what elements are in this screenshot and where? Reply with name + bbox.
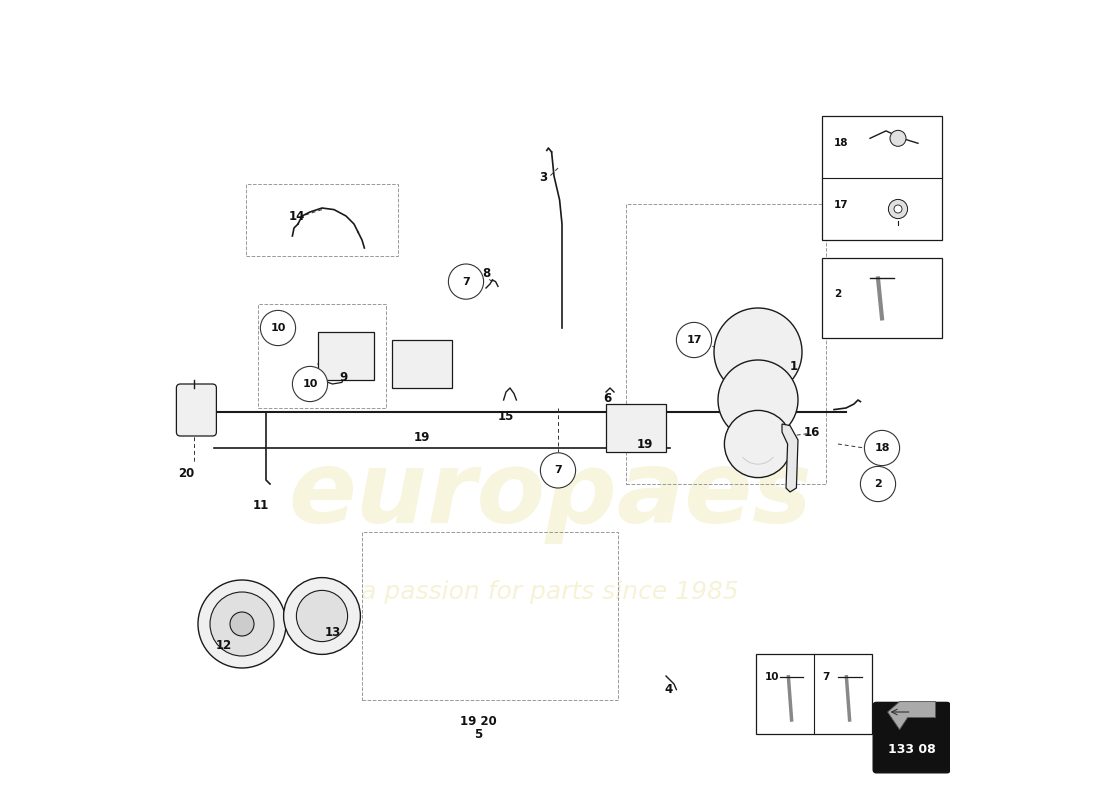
Circle shape bbox=[198, 580, 286, 668]
Text: a passion for parts since 1985: a passion for parts since 1985 bbox=[361, 580, 739, 604]
Circle shape bbox=[865, 430, 900, 466]
Circle shape bbox=[725, 410, 792, 478]
FancyBboxPatch shape bbox=[176, 384, 217, 436]
Text: 6: 6 bbox=[604, 392, 612, 405]
FancyBboxPatch shape bbox=[318, 332, 374, 380]
Circle shape bbox=[860, 466, 895, 502]
Text: 17: 17 bbox=[834, 200, 848, 210]
FancyBboxPatch shape bbox=[822, 116, 942, 240]
FancyBboxPatch shape bbox=[393, 340, 452, 388]
Text: 7: 7 bbox=[823, 672, 829, 682]
Circle shape bbox=[714, 308, 802, 396]
Text: 10: 10 bbox=[764, 672, 779, 682]
Polygon shape bbox=[782, 424, 797, 492]
Circle shape bbox=[284, 578, 361, 654]
Text: 1: 1 bbox=[790, 360, 799, 373]
Text: 18: 18 bbox=[834, 138, 848, 148]
Polygon shape bbox=[888, 702, 936, 730]
FancyBboxPatch shape bbox=[606, 404, 666, 452]
Text: 14: 14 bbox=[288, 210, 305, 222]
FancyBboxPatch shape bbox=[822, 258, 942, 338]
FancyBboxPatch shape bbox=[873, 702, 950, 773]
Text: 19: 19 bbox=[636, 438, 652, 450]
Text: 16: 16 bbox=[803, 426, 820, 438]
Text: 3: 3 bbox=[539, 171, 548, 184]
Text: 133 08: 133 08 bbox=[888, 742, 935, 756]
Text: 12: 12 bbox=[216, 639, 232, 652]
Text: 18: 18 bbox=[874, 443, 890, 453]
Text: 20: 20 bbox=[178, 467, 194, 480]
Circle shape bbox=[296, 590, 348, 642]
Text: 5: 5 bbox=[474, 728, 482, 741]
Circle shape bbox=[890, 130, 906, 146]
Text: 19 20: 19 20 bbox=[460, 715, 496, 728]
Text: 2: 2 bbox=[834, 290, 842, 299]
Text: 10: 10 bbox=[271, 323, 286, 333]
Text: 19: 19 bbox=[414, 431, 430, 444]
FancyBboxPatch shape bbox=[757, 654, 872, 734]
Circle shape bbox=[210, 592, 274, 656]
Text: 4: 4 bbox=[664, 683, 672, 696]
Text: 13: 13 bbox=[324, 626, 341, 638]
Text: 2: 2 bbox=[874, 479, 882, 489]
Text: 17: 17 bbox=[686, 335, 702, 345]
Text: europaes: europaes bbox=[288, 447, 812, 545]
Text: 7: 7 bbox=[554, 466, 562, 475]
Circle shape bbox=[718, 360, 798, 440]
Circle shape bbox=[889, 199, 908, 218]
Circle shape bbox=[449, 264, 484, 299]
Text: 8: 8 bbox=[482, 267, 491, 280]
Circle shape bbox=[261, 310, 296, 346]
Text: 10: 10 bbox=[302, 379, 318, 389]
Circle shape bbox=[676, 322, 712, 358]
Circle shape bbox=[540, 453, 575, 488]
Circle shape bbox=[894, 205, 902, 213]
Text: 15: 15 bbox=[498, 410, 514, 422]
Circle shape bbox=[293, 366, 328, 402]
Text: 7: 7 bbox=[462, 277, 470, 286]
Text: 11: 11 bbox=[252, 499, 268, 512]
Circle shape bbox=[230, 612, 254, 636]
Text: 9: 9 bbox=[340, 371, 348, 384]
